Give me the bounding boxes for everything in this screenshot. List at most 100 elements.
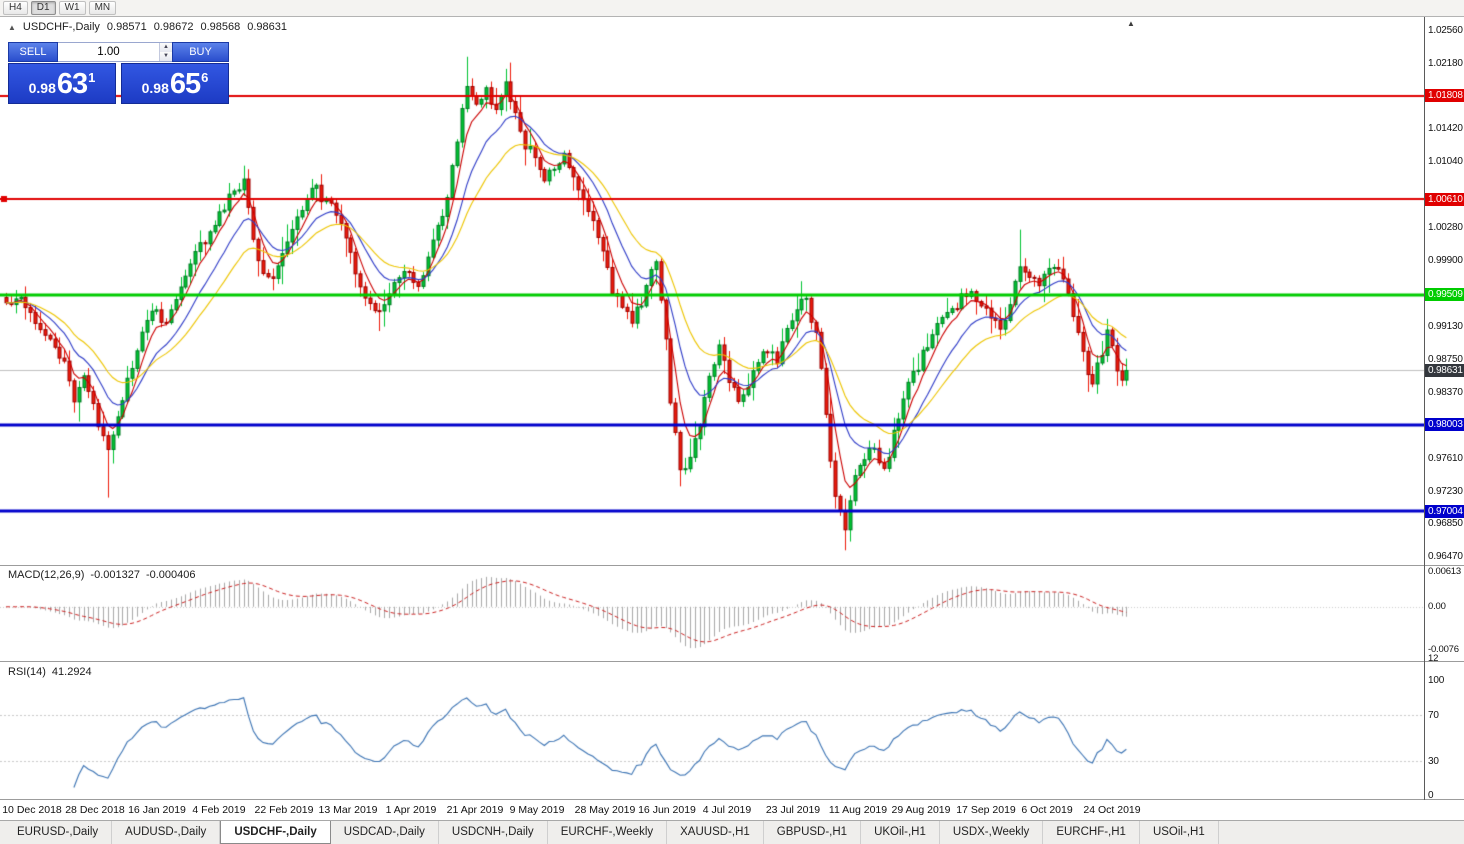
rsi-indicator-canvas[interactable] [0,662,1424,799]
ohlc-open-value: 0.98571 [106,21,147,33]
price-tick-label: 1.02180 [1428,57,1463,69]
time-axis-label: 22 Feb 2019 [254,804,314,816]
volume-field[interactable]: 1.00 ▲ ▼ [58,42,172,62]
chart-tab-eurchf-h1[interactable]: EURCHF-,H1 [1043,821,1140,844]
chart-title: ▲ USDCHF-,Daily 0.98571 0.98672 0.98568 … [8,21,287,33]
time-axis-label: 1 Apr 2019 [385,804,437,816]
price-badge: 0.99509 [1425,288,1464,302]
timeframe-button-d1[interactable]: D1 [30,1,56,15]
time-axis-label: 17 Sep 2019 [956,804,1016,816]
time-axis-label: 10 Dec 2018 [2,804,62,816]
price-badge: 0.97004 [1425,504,1464,518]
chart-shift-marker[interactable]: ▲ [1127,19,1135,28]
price-tick-label: 1.01420 [1428,123,1463,135]
price-badge: 1.00610 [1425,192,1464,206]
volume-value[interactable]: 1.00 [97,46,120,58]
buy-price-display[interactable]: 0.98 65 6 [121,63,229,104]
price-badge: 0.98003 [1425,418,1464,432]
rsi-indicator-label: RSI(14) 41.2924 [8,666,92,678]
macd-indicator-label: MACD(12,26,9) -0.001327 -0.000406 [8,569,196,581]
timeframe-button-w1[interactable]: W1 [58,1,86,15]
chart-tab-ukoil-h1[interactable]: UKOil-,H1 [861,821,940,844]
price-tick-label: 0.97610 [1428,452,1463,464]
time-axis-label: 11 Aug 2019 [828,804,888,816]
price-tick-label: 1.02560 [1428,24,1463,36]
time-axis-label: 6 Oct 2019 [1021,804,1073,816]
buy-price-major: 0.98 [141,80,169,96]
price-tick-label: 0.97230 [1428,485,1463,497]
macd-axis-label: 0.00613 [1428,566,1461,577]
chart-tab-usdx-weekly[interactable]: USDX-,Weekly [940,821,1044,844]
timeframe-button-mn[interactable]: MN [88,1,117,15]
time-axis-label: 28 May 2019 [574,804,636,816]
time-axis-label: 13 Mar 2019 [318,804,378,816]
volume-decrease-button[interactable]: ▼ [160,52,172,61]
rsi-axis-label: 30 [1428,755,1439,767]
timeframe-toolbar: H4 D1 W1 MN [0,0,1464,17]
buy-price-point: 6 [201,70,209,85]
chart-tabs-bar: EURUSD-,Daily AUDUSD-,Daily USDCHF-,Daily U… [0,820,1464,844]
time-axis-label: 23 Jul 2019 [765,804,821,816]
sell-price-major: 0.98 [28,80,56,96]
sell-price-pips: 63 [56,67,88,100]
time-axis-label: 16 Jan 2019 [128,804,186,816]
main-price-chart-canvas[interactable] [0,17,1424,565]
ohlc-low-value: 0.98568 [200,21,241,33]
chart-tab-usoil-h1[interactable]: USOil-,H1 [1140,821,1219,844]
one-click-trading-panel: SELL 1.00 ▲ ▼ BUY 0.98 63 1 0.98 [8,42,229,104]
chart-tab-usdcad-daily[interactable]: USDCAD-,Daily [331,821,439,844]
time-axis-label: 4 Feb 2019 [192,804,246,816]
macd-signal-value: -0.000406 [145,569,196,581]
buy-button[interactable]: BUY [172,42,229,62]
time-axis-label: 4 Jul 2019 [702,804,752,816]
macd-axis-label: -0.007612 [1428,644,1459,664]
time-axis-label: 24 Oct 2019 [1083,804,1141,816]
ohlc-high-value: 0.98672 [153,21,194,33]
timeframe-button-h4[interactable]: H4 [3,1,28,15]
chart-tab-eurchf-weekly[interactable]: EURCHF-,Weekly [548,821,668,844]
volume-spinner: ▲ ▼ [159,43,172,61]
chart-tab-usdchf-daily[interactable]: USDCHF-,Daily [220,821,331,844]
price-tick-label: 0.99130 [1428,321,1463,333]
macd-indicator-canvas[interactable] [0,566,1424,661]
chart-symbol-period: USDCHF-,Daily [22,21,100,33]
chart-tab-usdcnh-daily[interactable]: USDCNH-,Daily [439,821,548,844]
sell-price-point: 1 [88,70,96,85]
time-axis-label: 29 Aug 2019 [891,804,951,816]
macd-axis-label: 0.00 [1428,600,1446,612]
macd-main-value: -0.001327 [90,569,140,581]
rsi-value: 41.2924 [51,666,92,678]
macd-pane-resize-separator[interactable] [0,565,1464,566]
chart-tab-audusd-daily[interactable]: AUDUSD-,Daily [112,821,221,844]
sell-price-display[interactable]: 0.98 63 1 [8,63,116,104]
macd-name: MACD(12,26,9) [8,569,85,581]
rsi-name: RSI(14) [8,666,46,678]
price-tick-label: 0.99900 [1428,254,1463,266]
ohlc-close-value: 0.98631 [247,21,287,33]
buy-price-pips: 65 [169,67,201,100]
time-axis-label: 21 Apr 2019 [446,804,504,816]
rsi-axis-label: 100 [1428,675,1445,686]
price-tick-label: 0.98750 [1428,354,1463,366]
chart-window: ▲ USDCHF-,Daily 0.98571 0.98672 0.98568 … [0,17,1464,820]
time-axis-label: 16 Jun 2019 [638,804,696,816]
volume-increase-button[interactable]: ▲ [160,43,172,52]
price-tick-label: 1.01040 [1428,156,1463,168]
price-axis-border [1424,17,1425,800]
price-tick-label: 0.96470 [1428,551,1463,563]
price-axis[interactable]: 1.02560 1.02180 1.01420 1.01040 1.00280 0.999… [1425,17,1464,801]
sell-button[interactable]: SELL [8,42,58,62]
time-axis[interactable]: 10 Dec 2018 28 Dec 2018 16 Jan 2019 4 Feb 2… [0,800,1424,820]
chart-tab-xauusd-h1[interactable]: XAUUSD-,H1 [667,821,764,844]
price-tick-label: 1.00280 [1428,221,1463,233]
one-click-panel-toggle-icon[interactable]: ▲ [8,22,16,32]
price-badge: 0.98631 [1425,363,1464,377]
rsi-pane-resize-separator[interactable] [0,661,1464,662]
time-axis-label: 9 May 2019 [509,804,565,816]
chart-tab-eurusd-daily[interactable]: EURUSD-,Daily [4,821,113,844]
rsi-axis-label: 70 [1428,709,1439,721]
chart-tab-gbpusd-h1[interactable]: GBPUSD-,H1 [764,821,862,844]
time-axis-label: 28 Dec 2018 [65,804,125,816]
price-badge: 1.01808 [1425,89,1464,103]
